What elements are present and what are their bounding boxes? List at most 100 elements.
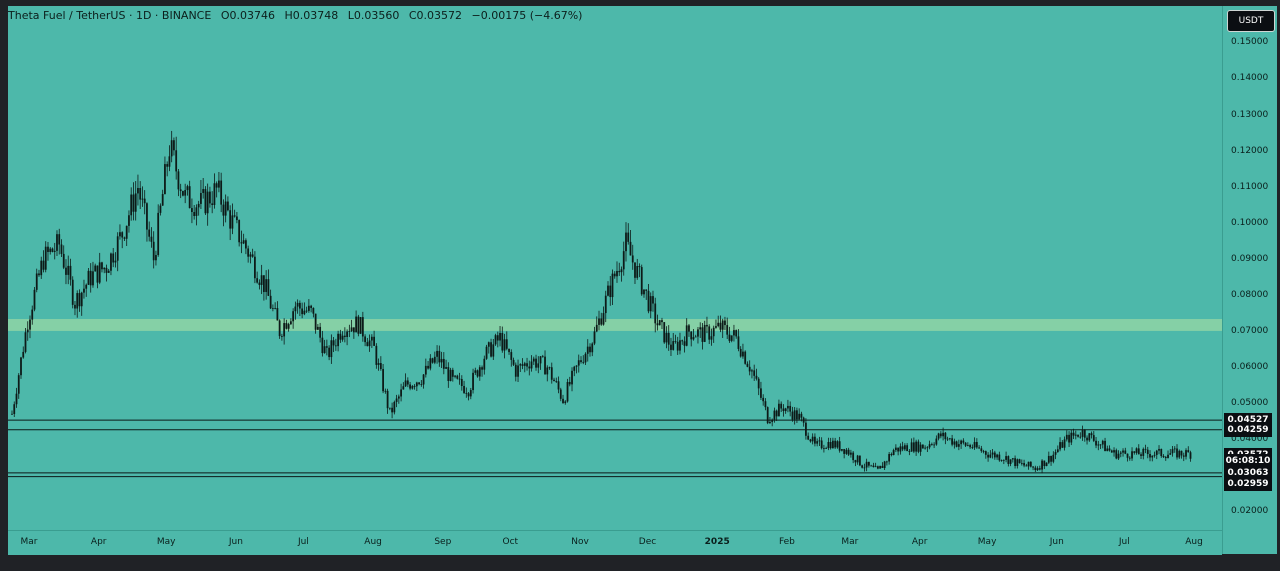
candle-body	[490, 342, 492, 357]
candle-body	[334, 345, 337, 347]
candle-body	[242, 240, 245, 244]
candle-body	[1122, 450, 1124, 453]
candle-body	[465, 392, 468, 394]
candle-body	[101, 262, 103, 270]
candle-body	[1101, 440, 1104, 445]
candle-body	[595, 324, 598, 332]
candle-body	[1117, 453, 1120, 459]
candle-body	[1020, 463, 1023, 464]
candle-body	[568, 381, 571, 385]
candle-body	[852, 452, 855, 461]
chart-canvas[interactable]	[8, 6, 1222, 530]
candle-body	[613, 273, 616, 277]
candle-body	[829, 442, 832, 449]
candle-body	[427, 365, 429, 369]
candlestick-series	[11, 130, 1192, 474]
candle-body	[406, 380, 409, 385]
candle-body	[685, 325, 688, 346]
candle-body	[890, 454, 893, 456]
candle-body	[894, 447, 897, 451]
candle-body	[58, 234, 61, 245]
candle-body	[984, 451, 987, 455]
candle-body	[771, 419, 774, 422]
candle-body	[778, 403, 780, 417]
candle-body	[699, 327, 702, 330]
candle-body	[1059, 442, 1061, 450]
candle-body	[676, 341, 679, 351]
candle-body	[373, 336, 375, 346]
candle-body	[22, 351, 25, 358]
symbol-title[interactable]: Theta Fuel / TetherUS · 1D · BINANCE	[8, 9, 212, 22]
candle-body	[274, 307, 277, 309]
candle-body	[42, 260, 45, 270]
candle-body	[161, 194, 164, 206]
candle-body	[791, 411, 794, 420]
candle-body	[116, 236, 119, 261]
candle-body	[858, 455, 861, 466]
candle-body	[975, 442, 978, 448]
candle-body	[393, 401, 396, 413]
candle-body	[1014, 458, 1016, 466]
candle-body	[38, 273, 40, 276]
candle-body	[397, 396, 400, 399]
candle-body	[1180, 450, 1183, 456]
candle-body	[155, 255, 157, 261]
candle-body	[980, 448, 983, 452]
candle-body	[908, 451, 911, 452]
candle-body	[107, 270, 110, 273]
candle-body	[1142, 448, 1145, 456]
candle-body	[1025, 465, 1028, 467]
chart-plot-area[interactable]	[8, 6, 1222, 530]
candle-body	[712, 327, 715, 337]
candle-body	[645, 289, 648, 291]
candle-body	[728, 334, 731, 341]
candle-body	[245, 240, 247, 249]
candle-body	[325, 346, 328, 348]
candle-body	[71, 279, 74, 305]
price-axis[interactable]: 0.15000 0.14000 0.13000 0.12000 0.11000 0.100…	[1222, 6, 1277, 554]
candle-body	[49, 248, 52, 252]
candle-body	[762, 397, 765, 402]
candle-body	[227, 201, 229, 211]
time-tick-label: Jun	[1049, 537, 1064, 547]
candle-body	[836, 441, 839, 448]
candle-body	[440, 358, 443, 363]
candle-body	[559, 389, 562, 399]
candle-body	[1032, 466, 1034, 468]
candle-body	[330, 340, 333, 358]
candle-body	[1176, 448, 1178, 458]
candle-body	[679, 340, 681, 351]
candle-body	[1137, 448, 1140, 455]
candle-body	[143, 198, 146, 204]
candle-body	[148, 229, 151, 237]
time-axis[interactable]: Mar Apr May Jun Jul Aug Sep Oct Nov Dec 2025 Feb Mar…	[8, 530, 1222, 555]
candle-body	[1083, 429, 1086, 438]
candle-body	[197, 203, 200, 208]
level-badge-0-03063: 0.03063	[1224, 465, 1272, 480]
candle-body	[146, 203, 148, 230]
candle-body	[134, 193, 137, 212]
candle-body	[310, 305, 313, 308]
price-tick-label: 0.11000	[1231, 181, 1269, 192]
currency-button[interactable]: USDT	[1227, 10, 1275, 32]
candle-body	[982, 451, 985, 452]
candle-body	[478, 367, 481, 377]
candle-body	[1054, 452, 1057, 455]
candle-body	[870, 465, 873, 467]
candle-body	[841, 449, 843, 451]
candle-body	[1086, 437, 1088, 441]
candle-body	[449, 369, 452, 381]
candle-body	[1171, 449, 1174, 454]
candle-body	[604, 295, 607, 314]
candle-body	[1052, 454, 1055, 462]
candle-body	[1000, 460, 1003, 461]
candle-body	[523, 363, 526, 366]
candle-body	[218, 180, 220, 188]
candle-body	[962, 440, 965, 443]
candle-body	[83, 288, 85, 293]
candle-body	[955, 441, 958, 447]
candle-body	[424, 365, 427, 375]
candle-body	[1119, 452, 1122, 454]
price-tick-label: 0.05000	[1231, 398, 1269, 409]
candle-body	[89, 270, 92, 286]
